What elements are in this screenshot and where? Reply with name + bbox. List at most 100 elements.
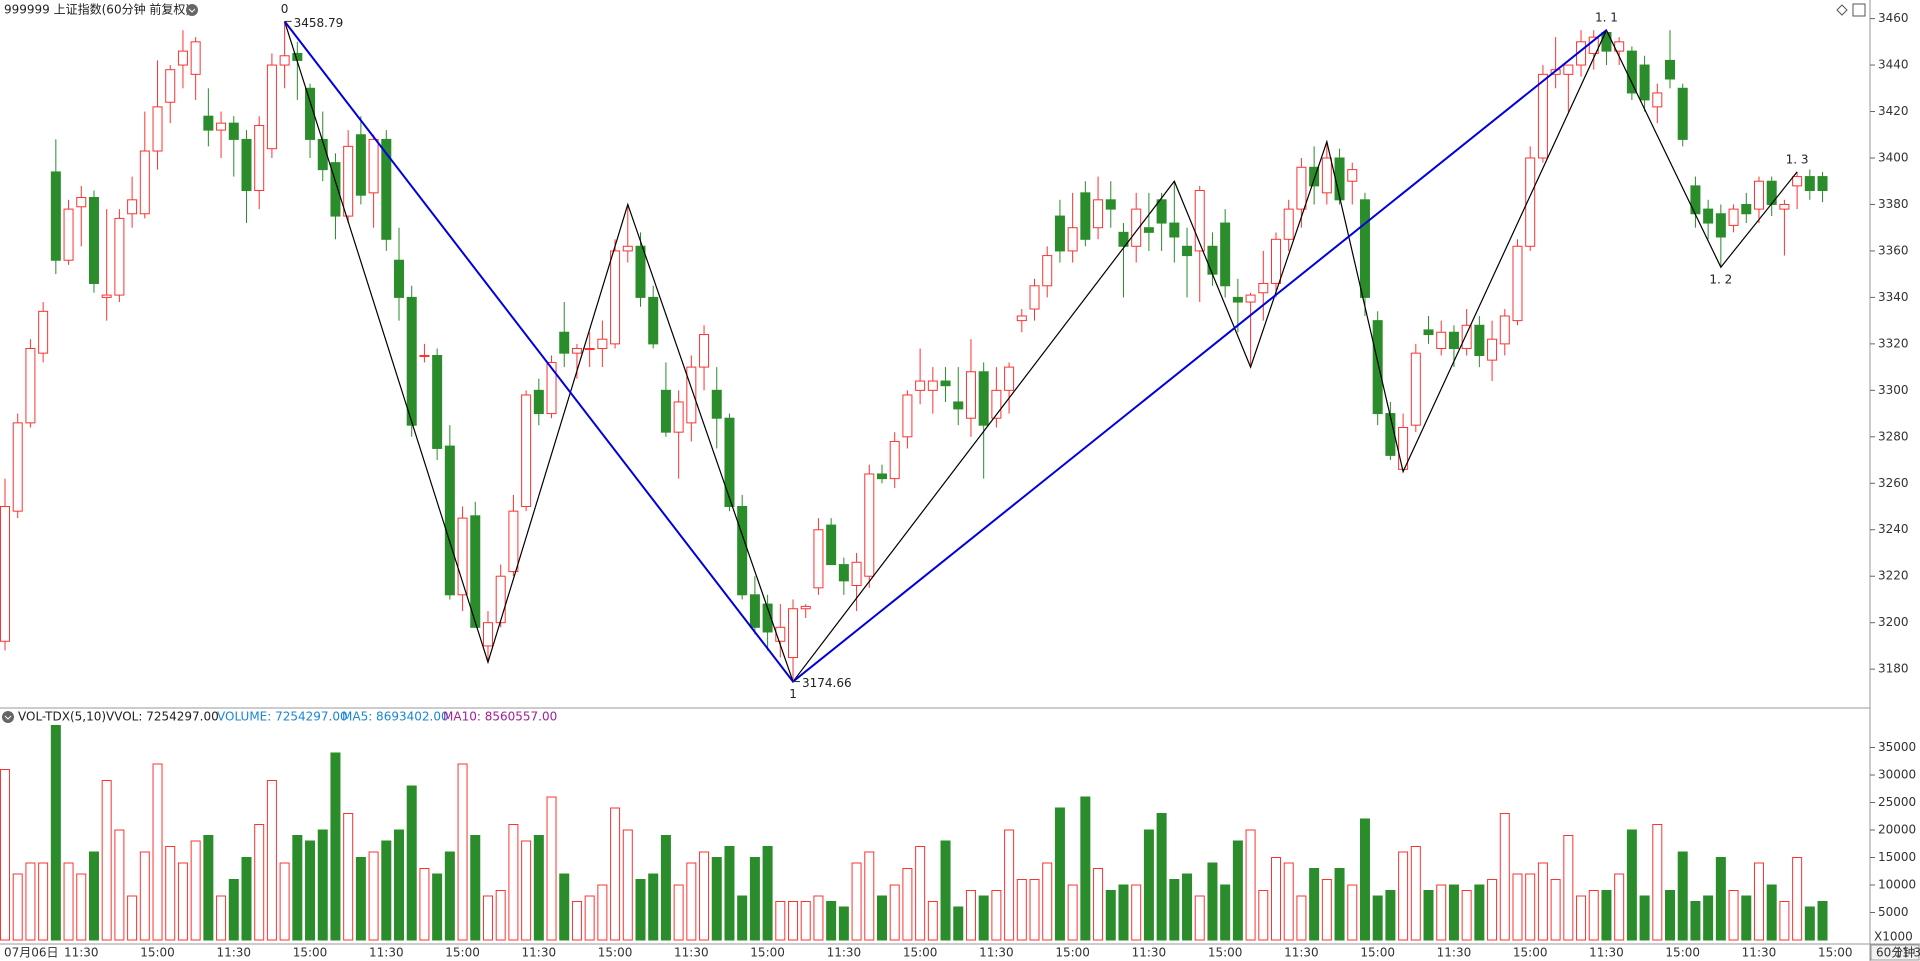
candle-body [584,348,595,351]
candle-body [279,55,290,66]
chart-title: 999999 上证指数(60分钟 前复权) [4,2,190,17]
menu-icon[interactable] [186,4,198,16]
candle-body [559,331,570,354]
volume-bar [1588,890,1599,941]
candle-body [889,440,900,480]
candle-body [1029,285,1040,310]
period-button[interactable] [1870,944,1920,961]
volume-bar [838,906,849,941]
volume-bar [1042,862,1053,941]
volume-bar [699,851,710,941]
candle-body [241,138,252,192]
y-tick-label: 3380 [1878,197,1909,211]
candle-body [101,294,112,298]
candle-body [1728,208,1739,226]
candle-body [1525,157,1536,247]
candle-body [406,296,417,426]
vol-y-tick-label: 30000 [1878,768,1916,782]
candle-body [1474,324,1485,356]
candle-body [978,371,989,426]
candle-body [1410,352,1421,426]
x-tick-label: 15:00 [598,946,633,960]
ma10-label: MA10: 8560557.00 [443,710,557,724]
candle-body [521,394,532,508]
volume-bar [241,857,252,941]
volume-bar [1334,868,1345,941]
volume-bar [165,846,176,941]
candle-body [597,338,608,350]
volume-bar [1296,895,1307,941]
wave-label: 0 [281,2,289,16]
volume-bar [1639,895,1650,941]
candle-body [1271,238,1281,284]
candle-body [1258,282,1269,294]
volume-bar [1194,895,1205,941]
x-tick-label: 11:30 [979,946,1014,960]
candle-body [1131,208,1142,247]
x-tick-label: 11:30 [1894,946,1920,960]
volume-bar [1182,873,1193,941]
x-tick-label: 11:30 [1284,946,1319,960]
x-tick-label: 15:00 [1665,946,1700,960]
x-tick-label: 15:00 [445,946,480,960]
volume-bar [266,780,277,941]
candle-body [965,371,976,419]
candle-body [1143,227,1154,233]
x-tick-label: 11:30 [1589,946,1624,960]
volume-bar [851,862,862,941]
candle-body [1665,59,1676,80]
candle-body [533,389,544,415]
volume-bar [381,840,392,941]
y-tick-label: 3300 [1878,383,1909,397]
volume-bar [1398,851,1409,941]
diamond-icon[interactable] [1836,4,1848,16]
volume-bar [292,835,303,941]
volume-bar [1245,829,1256,941]
volume-bar [635,879,646,941]
volume-bar [991,890,1002,941]
volume-bar [1385,890,1396,941]
candle-body [114,217,125,296]
volume-bar [915,846,926,941]
candle-body [1296,166,1307,210]
candle-body [775,626,786,642]
volume-bar [978,895,989,941]
candle-body [838,564,849,582]
volume-bar [1614,873,1625,941]
volume-bar [711,857,722,941]
volume-bar [1690,901,1701,941]
x-tick-label: 15:00 [140,946,175,960]
candle-body [1626,50,1637,94]
volume-bar [1359,818,1370,941]
candle-body [1652,92,1663,108]
volume-bar [800,901,811,941]
volume-bar [1461,890,1472,941]
volume-bar [1232,840,1243,941]
volume-bar [1753,862,1764,941]
x-tick-label: 15:00 [750,946,785,960]
candle-body [1156,199,1167,224]
volume-bar [749,857,760,941]
volume-bar [788,901,799,941]
candle-body [622,245,633,252]
candle-body [1309,166,1320,187]
candle-body [800,605,811,610]
panel-toggle[interactable] [1852,3,1866,17]
volume-bar [127,895,138,941]
candle-body [876,473,887,480]
candle-body [1766,180,1777,205]
y-tick-label: 3460 [1878,11,1909,25]
y-tick-label: 3340 [1878,290,1909,304]
vol-menu-icon[interactable] [2,711,14,723]
price-tag: 3458.79 [294,16,344,30]
y-tick-label: 3180 [1878,662,1909,676]
candle-body [1207,245,1218,275]
candle-body [1601,32,1612,52]
y-tick-label: 3240 [1878,522,1909,536]
y-tick-label: 3400 [1878,150,1909,164]
candle-body [1398,427,1409,470]
candle-body [915,380,926,391]
candle-body [25,348,36,424]
volume-bar [114,829,125,941]
